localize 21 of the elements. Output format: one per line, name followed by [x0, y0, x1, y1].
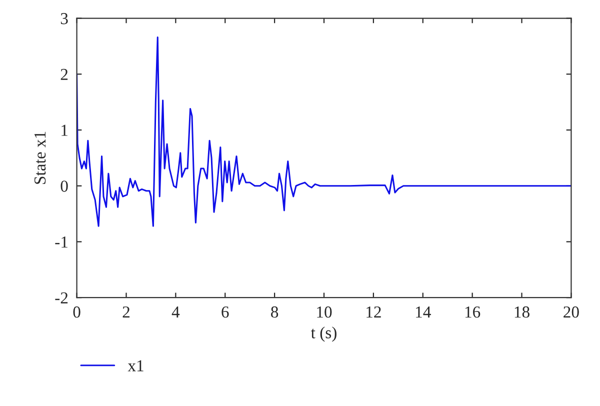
y-tick-label: 3 [60, 13, 68, 24]
x-axis-title: t (s) [310, 326, 336, 342]
x-tick-label: 16 [465, 306, 480, 318]
legend-label: x1 [128, 360, 144, 372]
x-tick-label: 0 [73, 306, 80, 318]
x-tick-label: 2 [122, 306, 130, 318]
y-tick-label: 2 [60, 68, 68, 80]
y-tick-label: 1 [62, 124, 68, 136]
line-series [76, 36, 572, 227]
x-tick-label: 4 [172, 306, 180, 318]
x-tick-label: 12 [366, 306, 381, 318]
y-tick-label: -1 [55, 236, 68, 248]
x-tick-label: 8 [271, 306, 278, 318]
x-tick-label: 10 [317, 306, 332, 318]
y-axis-title: State x1 [34, 132, 46, 184]
y-tick-label: -2 [55, 292, 68, 304]
x-tick-label: 20 [564, 306, 579, 318]
x-tick-label: 6 [222, 306, 229, 318]
x-tick-label: 14 [416, 306, 431, 318]
x-tick-label: 18 [514, 306, 530, 318]
y-tick-label: 0 [60, 180, 68, 192]
